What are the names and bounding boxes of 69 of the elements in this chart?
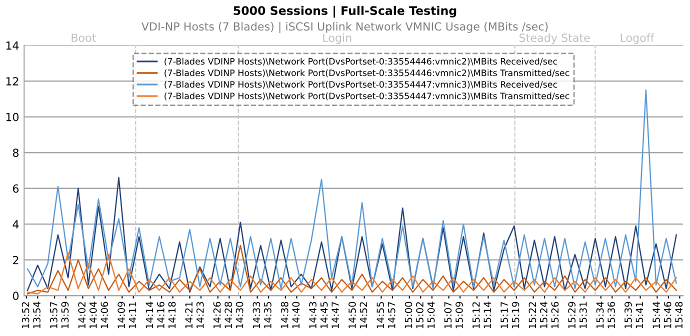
x-tick-label: 14:23	[196, 302, 204, 328]
x-tick-label: 14:18	[168, 302, 176, 328]
line-series	[26, 89, 677, 290]
x-tick-label: 14:06	[100, 302, 108, 328]
x-tick-label: 14:47	[332, 302, 339, 328]
y-tick-label: 14	[6, 41, 19, 50]
y-tick-label: 2	[13, 256, 18, 264]
text: Login	[323, 33, 352, 44]
x-tick-label: 15:04	[427, 302, 435, 328]
legend-label: (7-Blades VDINP Hosts)\Network Port(DvsPortset-0:33554446:vmnic2)\MBits Transmitted/sec	[164, 69, 570, 78]
x-tick-label: 14:50	[348, 302, 356, 328]
x-tick-label: 15:09	[456, 302, 463, 328]
x-tick-label: 15:17	[500, 302, 508, 328]
legend-label: (7-Blades VDINP Hosts)\Network Port(DvsPortset-0:33554447:vmnic3)\MBits Received/sec	[164, 80, 558, 89]
y-tick-label: 4	[12, 220, 19, 228]
x-tick-label: 15:36	[608, 302, 615, 328]
x-tick-label: 15:02	[416, 302, 424, 328]
x-tick-label: 14:30	[236, 302, 244, 328]
x-tick-label: 14:11	[128, 302, 136, 328]
text: Steady State	[520, 33, 590, 44]
x-tick-label: 14:33	[252, 302, 260, 328]
y-tick-label: 6	[12, 184, 19, 193]
x-tick-label: 15:48	[675, 302, 683, 328]
line-series	[26, 177, 677, 293]
x-tick-label: 15:34	[596, 302, 604, 328]
x-tick-label: 15:41	[636, 302, 644, 328]
x-tick-label: 15:26	[551, 302, 559, 328]
x-tick-label: 15:29	[568, 302, 576, 328]
x-tick-label: 13:59	[61, 302, 69, 328]
text: Logoff	[620, 33, 654, 44]
x-tick-label: 13:52	[22, 302, 30, 328]
y-tick-label: 0	[12, 292, 19, 300]
x-tick-label: 14:02	[78, 302, 86, 328]
x-tick-label: 15:24	[540, 302, 548, 328]
x-tick-label: 15:19	[512, 302, 520, 328]
x-tick-label: 15:12	[472, 302, 480, 328]
x-tick-label: 15:46	[664, 302, 672, 328]
x-tick-label: 14:14	[146, 302, 153, 328]
x-tick-label: 15:00	[404, 302, 412, 328]
legend-label: (7-Blades VDINP Hosts)\Network Port(DvsPortset-0:33554447:vmnic3)\MBits Transmitted/sec	[164, 92, 570, 100]
y-tick-label: 10	[6, 112, 19, 122]
x-tick-label: 14:28	[224, 302, 232, 328]
x-tick-label: 14:45	[320, 302, 328, 328]
x-tick-label: 14:26	[213, 302, 221, 328]
x-tick-label: 14:04	[89, 302, 97, 328]
x-tick-label: 14:38	[280, 302, 288, 328]
x-tick-label: 15:39	[624, 302, 632, 328]
x-tick-label: 14:43	[309, 302, 316, 328]
x-tick-label: 15:44	[652, 302, 660, 328]
y-tick-label: 8	[12, 148, 19, 158]
x-tick-label: 14:21	[185, 302, 192, 328]
x-tick-label: 14:09	[118, 302, 125, 328]
x-tick-label: 14:40	[292, 302, 300, 328]
x-tick-label: 15:07	[444, 302, 452, 328]
x-tick-label: 14:55	[376, 302, 384, 328]
x-tick-label: 15:31	[579, 302, 587, 328]
x-tick-label: 14:52	[360, 302, 368, 328]
y-tick-label: 12	[6, 77, 18, 86]
x-tick-label: 14:57	[388, 302, 396, 328]
chart-title: 5000 Sessions | Full-Scale Testing	[234, 6, 456, 18]
x-tick-label: 13:57	[50, 302, 58, 328]
x-tick-label: 14:35	[264, 302, 272, 328]
legend-label: (7-Blades VDINP Hosts)\Network Port(DvsPortset-0:33554446:vmnic2)\MBits Received/sec	[164, 58, 558, 66]
text: Boot	[72, 34, 96, 42]
chart-subtitle: VDI-NP Hosts (7 Blades) | iSCSI Uplink Network VMNIC Usage (MBits /sec)	[141, 22, 548, 34]
x-tick-label: 15:14	[484, 302, 492, 328]
x-tick-label: 14:16	[157, 302, 164, 328]
x-tick-label: 15:22	[528, 302, 536, 328]
x-tick-label: 13:54	[33, 302, 40, 328]
